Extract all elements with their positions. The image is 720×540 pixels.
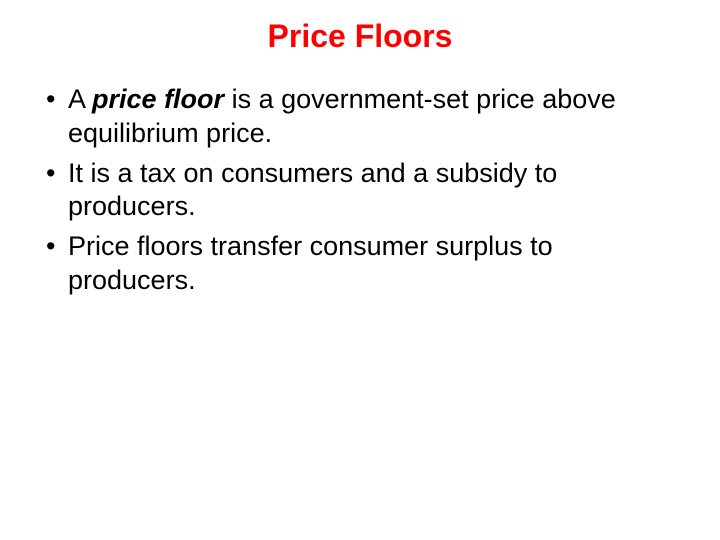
list-item: It is a tax on consumers and a subsidy t… bbox=[40, 157, 680, 225]
slide-title: Price Floors bbox=[40, 18, 680, 55]
bullet-text: Price floors transfer consumer surplus t… bbox=[68, 231, 553, 295]
slide: Price Floors A price floor is a governme… bbox=[0, 0, 720, 540]
bullet-emphasis: price floor bbox=[92, 84, 224, 114]
bullet-list: A price floor is a government-set price … bbox=[40, 83, 680, 298]
bullet-text-prefix: A bbox=[68, 84, 92, 114]
list-item: Price floors transfer consumer surplus t… bbox=[40, 230, 680, 298]
bullet-text: It is a tax on consumers and a subsidy t… bbox=[68, 158, 557, 222]
list-item: A price floor is a government-set price … bbox=[40, 83, 680, 151]
